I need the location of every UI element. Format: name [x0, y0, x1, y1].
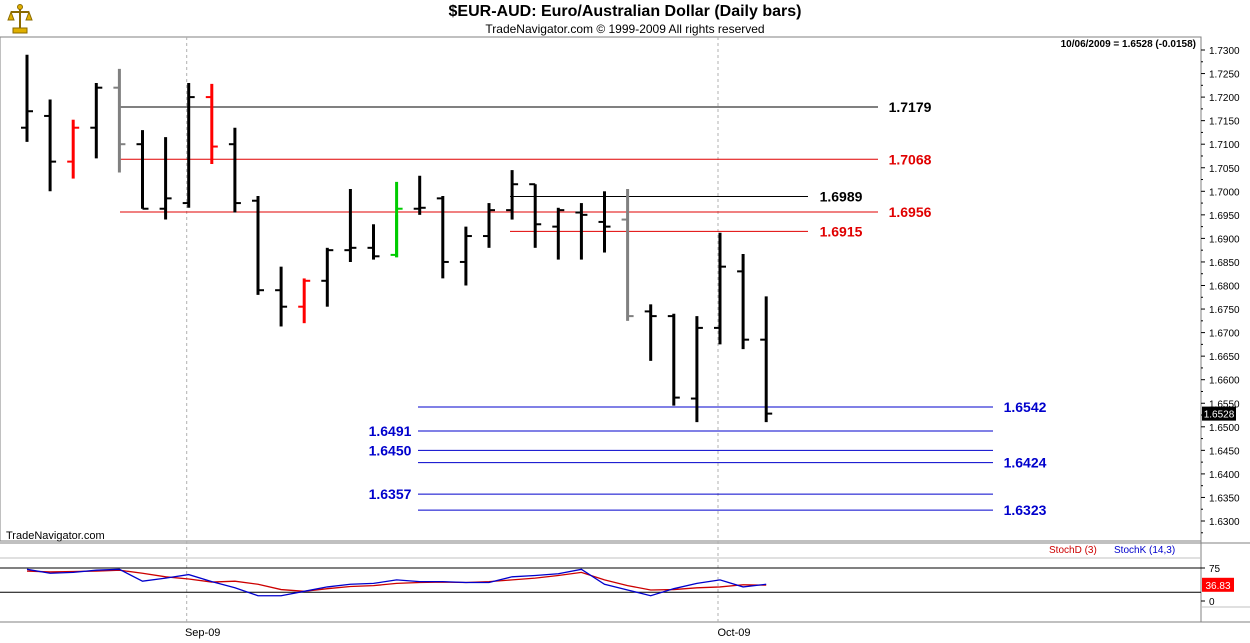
ohlc-bar — [413, 175, 426, 215]
ohlc-bar — [113, 68, 126, 173]
ohlc-bar — [44, 99, 57, 192]
ohlc-bar — [21, 54, 33, 142]
ohlc-bar — [344, 188, 357, 262]
level-label: 1.6915 — [820, 223, 863, 239]
y-tick-label: 1.6700 — [1209, 329, 1240, 340]
level-label: 1.6542 — [1004, 399, 1047, 415]
y-tick-label: 1.7150 — [1209, 117, 1240, 128]
chart-subtitle: TradeNavigator.com © 1999-2009 All right… — [485, 22, 765, 36]
ohlc-bar — [621, 188, 634, 321]
ohlc-bar — [228, 127, 241, 213]
legend-stoch-d: StochD (3) — [1049, 545, 1097, 556]
y-tick-label: 1.6600 — [1209, 376, 1240, 387]
ohlc-bar — [760, 296, 773, 423]
ohlc-bar — [483, 203, 495, 248]
level-label: 1.6450 — [369, 442, 412, 458]
stoch-d-line — [26, 569, 767, 592]
ohlc-bar — [367, 224, 380, 260]
y-tick-label: 1.6950 — [1209, 211, 1240, 222]
y-tick-label: 1.6750 — [1209, 305, 1240, 316]
ohlc-bar — [159, 137, 172, 220]
stoch-y-label: 75 — [1209, 564, 1221, 575]
ohlc-bar — [714, 232, 726, 345]
stoch-k-line — [26, 568, 767, 597]
ohlc-bar — [644, 304, 657, 361]
ohlc-bar — [529, 183, 542, 248]
y-tick-label: 1.6350 — [1209, 493, 1240, 504]
y-tick-label: 1.6850 — [1209, 258, 1240, 269]
y-tick-label: 1.6300 — [1209, 517, 1240, 528]
y-tick-label: 1.7100 — [1209, 140, 1240, 151]
ohlc-bar — [136, 130, 149, 210]
y-tick-label: 1.7300 — [1209, 46, 1240, 57]
ohlc-bar — [182, 82, 195, 208]
ohlc-bar — [90, 82, 103, 159]
stoch-value-tag — [1202, 577, 1234, 592]
y-tick-label: 1.6800 — [1209, 282, 1240, 293]
ohlc-bar — [459, 226, 472, 286]
y-tick-label: 1.7200 — [1209, 93, 1240, 104]
ohlc-bar — [667, 313, 680, 406]
y-tick-label: 1.6550 — [1209, 399, 1240, 410]
stoch-value-label: 36.83 — [1205, 581, 1230, 592]
level-label: 1.6424 — [1004, 455, 1047, 471]
trade-navigator-logo-icon — [3, 2, 37, 36]
y-tick-label: 1.7050 — [1209, 164, 1240, 175]
last-price-label: 1.6528 — [1204, 410, 1235, 421]
level-label: 1.7068 — [889, 151, 932, 167]
ohlc-bar — [506, 170, 519, 220]
stoch-y-label: 0 — [1209, 597, 1215, 608]
ohlc-bar — [690, 316, 703, 423]
y-tick-label: 1.6650 — [1209, 352, 1240, 363]
ohlc-bar — [552, 207, 565, 260]
y-tick-label: 1.6900 — [1209, 234, 1240, 245]
y-tick-label: 1.6400 — [1209, 470, 1240, 481]
x-tick-label: Sep-09 — [185, 627, 220, 639]
level-label: 1.6491 — [369, 423, 412, 439]
ohlc-bar — [321, 247, 334, 307]
y-tick-label: 1.6500 — [1209, 423, 1240, 434]
ohlc-bar — [67, 119, 80, 179]
ohlc-bar — [275, 266, 288, 327]
level-label: 1.6357 — [369, 486, 412, 502]
chart-title: $EUR-AUD: Euro/Australian Dollar (Daily … — [448, 3, 802, 20]
ohlc-bar — [390, 181, 403, 258]
y-tick-label: 1.7250 — [1209, 70, 1240, 81]
level-label: 1.6989 — [820, 188, 863, 204]
last-price-tag — [1202, 406, 1236, 421]
ohlc-bar — [575, 203, 588, 260]
y-tick-label: 1.7000 — [1209, 187, 1240, 198]
level-label: 1.6956 — [889, 204, 932, 220]
legend-stoch-k: StochK (14,3) — [1114, 545, 1175, 556]
ohlc-bar — [436, 196, 449, 279]
level-label: 1.7179 — [889, 99, 932, 115]
ohlc-bar — [252, 196, 264, 295]
ohlc-bar — [298, 278, 311, 324]
ohlc-bar — [205, 83, 218, 164]
level-label: 1.6323 — [1004, 502, 1047, 518]
ohlc-bar — [737, 253, 750, 350]
ohlc-bar — [598, 191, 611, 253]
x-tick-label: Oct-09 — [717, 627, 750, 639]
chart-frame — [0, 36, 1250, 623]
watermark: TradeNavigator.com — [6, 530, 105, 542]
last-quote-label: 10/06/2009 = 1.6528 (-0.0158) — [1061, 39, 1196, 50]
y-tick-label: 1.6450 — [1209, 446, 1240, 457]
